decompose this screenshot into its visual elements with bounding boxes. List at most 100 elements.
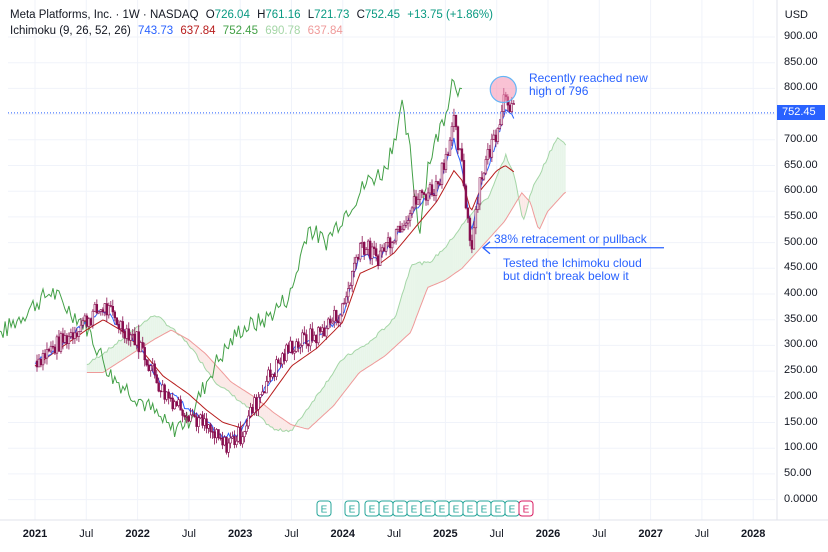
- candle-body: [153, 363, 156, 375]
- candle-body: [488, 149, 492, 158]
- candle-body: [105, 303, 109, 316]
- cloud-segment: [455, 231, 458, 273]
- cloud-segment: [118, 340, 121, 363]
- candle-body: [249, 407, 252, 417]
- candle-body: [374, 248, 378, 257]
- candle-body: [203, 418, 206, 426]
- cloud-segment: [196, 346, 199, 360]
- cloud-segment: [342, 358, 345, 395]
- candle-body: [321, 327, 324, 332]
- price-tick-label: 800.00: [784, 81, 818, 94]
- candle-body: [181, 409, 184, 416]
- cloud-segment: [224, 374, 227, 390]
- cloud-segment: [392, 318, 395, 350]
- ind-conversion-value: 743.73: [138, 25, 174, 37]
- cloud-segment: [420, 262, 422, 308]
- candle-body: [281, 353, 284, 365]
- indicator-name[interactable]: Ichimoku (9, 26, 52, 26): [10, 25, 131, 37]
- candle-body: [440, 162, 444, 185]
- cloud-segment: [501, 161, 504, 225]
- candle-body: [287, 344, 290, 353]
- cloud-segment: [495, 174, 498, 231]
- candle-body: [219, 437, 222, 439]
- cloud-segment: [124, 335, 127, 359]
- leading-span-a-line: [86, 137, 567, 433]
- cloud-segment: [358, 347, 361, 374]
- candle-body: [366, 240, 370, 250]
- price-tick-label: 500.00: [784, 235, 818, 248]
- annotation-retracement: 38% retracement or pullback: [494, 232, 647, 246]
- candle-body: [426, 192, 430, 201]
- candle-body: [323, 327, 326, 337]
- annotation-cloud-line1: Tested the Ichimoku cloud: [503, 256, 642, 270]
- currency-label[interactable]: USD: [784, 9, 808, 21]
- candle-body: [299, 345, 302, 348]
- symbol-title[interactable]: Meta Platforms, Inc. · 1W · NASDAQ: [10, 9, 199, 21]
- candle-body: [460, 148, 464, 161]
- candle-body: [390, 242, 394, 249]
- candle-body: [73, 332, 77, 339]
- annotation-cloud-test: Tested the Ichimoku cloud but didn't bre…: [503, 257, 642, 283]
- cloud-segment: [541, 164, 544, 225]
- candle-body: [107, 305, 111, 316]
- cloud-segment: [92, 359, 95, 373]
- cloud-segment: [166, 325, 169, 333]
- cloud-segment: [503, 154, 506, 223]
- cloud-segment: [533, 181, 536, 221]
- price-tick-label: 200.00: [784, 389, 818, 402]
- ind-leading-b-value: 637.84: [307, 25, 343, 37]
- cloud-segment: [242, 389, 245, 404]
- cloud-segment: [537, 175, 540, 229]
- candle-body: [173, 401, 176, 410]
- ichimoku-lines: [0, 78, 567, 439]
- cloud-segment: [557, 137, 560, 201]
- cloud-segment: [88, 361, 91, 373]
- cloud-segment: [156, 316, 159, 338]
- candle-body: [307, 343, 310, 347]
- cloud-segment: [312, 400, 315, 426]
- cloud-segment: [491, 184, 494, 236]
- cloud-segment: [206, 354, 209, 373]
- cloud-segment: [150, 316, 153, 342]
- annotation-cloud-line2: but didn't break below it: [503, 269, 629, 283]
- candle-body: [243, 431, 246, 438]
- cloud-segment: [280, 417, 283, 432]
- cloud-segment: [376, 332, 379, 362]
- candle-body: [341, 303, 344, 316]
- candle-body: [343, 302, 346, 305]
- cloud-segment: [416, 262, 418, 319]
- candle-body: [61, 333, 65, 343]
- cloud-segment: [477, 205, 480, 251]
- annotation-new-high-line2: high of 796: [529, 84, 589, 98]
- candle-body: [464, 185, 468, 209]
- candle-body: [362, 242, 366, 255]
- candle-body: [209, 424, 212, 432]
- cloud-segment: [210, 359, 213, 379]
- cloud-segment: [426, 261, 428, 292]
- candle-body: [512, 103, 516, 105]
- time-tick-label: 2027: [638, 528, 663, 540]
- cloud-segment: [535, 178, 538, 227]
- candle-body: [35, 360, 39, 368]
- cloud-segment: [356, 349, 359, 377]
- cloud-segment: [390, 319, 393, 352]
- cloud-segment: [320, 388, 323, 418]
- cloud-segment: [378, 330, 381, 361]
- low-label: L: [307, 9, 315, 21]
- cloud-segment: [457, 228, 460, 272]
- candle-body: [438, 183, 442, 186]
- candle-body: [149, 365, 152, 372]
- candle-body: [297, 341, 300, 348]
- candle-body: [169, 397, 172, 399]
- candle-body: [406, 220, 410, 224]
- candle-body: [145, 359, 148, 366]
- candle-body: [85, 315, 89, 327]
- earnings-marker-box: [316, 500, 332, 517]
- cloud-segment: [448, 239, 450, 279]
- cloud-segment: [561, 140, 564, 196]
- cloud-segment: [479, 202, 482, 249]
- cloud-segment: [368, 341, 371, 367]
- cloud-segment: [360, 346, 363, 372]
